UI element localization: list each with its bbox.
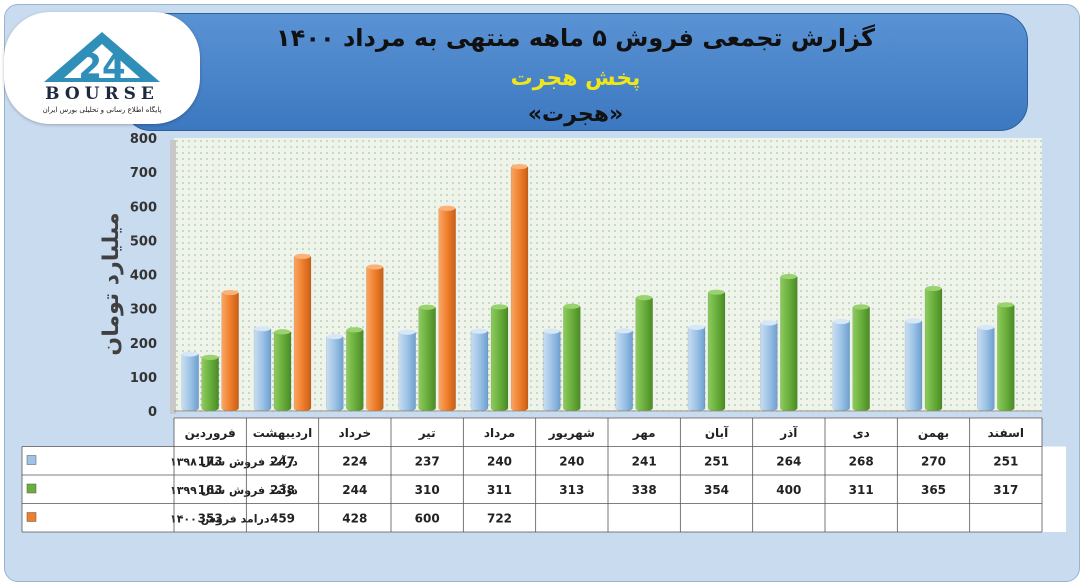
- data-label-2-8: 354: [704, 483, 729, 497]
- bar-2-10: [852, 304, 870, 412]
- bar-2-5: [490, 304, 509, 412]
- data-label-1-4: 237: [415, 455, 440, 469]
- legend-entry-2: درآمد فروش سال ۱۳۹۹: [170, 483, 298, 497]
- data-label-1-1: 173: [198, 455, 223, 469]
- y-tick-label: 300: [130, 303, 157, 318]
- x-tick-label: مهر: [632, 426, 656, 440]
- data-label-1-7: 241: [632, 455, 657, 469]
- data-label-2-9: 400: [776, 483, 801, 497]
- bar-1-7: [615, 328, 633, 412]
- chart-subtitle: پخش هجرت: [510, 66, 641, 91]
- x-tick-label: آبان: [705, 425, 729, 440]
- plot-area: [174, 138, 1042, 412]
- data-label-3-3: 428: [342, 512, 367, 526]
- bar-3-5: [510, 164, 529, 412]
- chart-title: گزارش تجمعی فروش ۵ ماهه منتهی به مرداد ۱…: [276, 24, 875, 52]
- bar-2-12: [997, 302, 1015, 412]
- bar-2-9: [780, 273, 798, 412]
- x-tick-label: بهمن: [918, 426, 949, 440]
- data-label-3-5: 722: [487, 512, 512, 526]
- data-label-1-12: 251: [993, 455, 1018, 469]
- x-tick-label: اردیبهشت: [253, 426, 312, 440]
- data-label-1-8: 251: [704, 455, 729, 469]
- y-tick-label: 200: [130, 337, 157, 352]
- bar-1-11: [904, 318, 923, 412]
- data-label-1-10: 268: [849, 455, 874, 469]
- data-label-2-12: 317: [993, 483, 1018, 497]
- data-label-2-5: 311: [487, 483, 512, 497]
- x-tick-label: تیر: [418, 426, 436, 440]
- legend-swatch-3: [26, 512, 37, 522]
- bar-2-11: [924, 285, 943, 412]
- bar-3-3: [366, 264, 384, 412]
- bar-1-2: [253, 326, 272, 412]
- data-label-1-5: 240: [487, 455, 512, 469]
- logo-mark-icon: 24: [44, 32, 160, 87]
- data-label-2-10: 311: [849, 483, 874, 497]
- x-tick-label: مرداد: [484, 426, 515, 440]
- bar-2-7: [635, 295, 653, 412]
- company-name: «هجرت»: [527, 102, 624, 127]
- y-tick-label: 400: [130, 269, 157, 284]
- y-tick-label: 600: [130, 200, 157, 215]
- x-tick-label: شهریور: [548, 426, 595, 441]
- data-label-2-2: 238: [270, 483, 295, 497]
- bar-1-4: [398, 329, 416, 412]
- bar-2-1: [201, 354, 219, 412]
- data-label-1-9: 264: [776, 455, 801, 469]
- bar-1-9: [760, 320, 778, 412]
- bar-1-1: [181, 351, 199, 412]
- data-label-3-2: 459: [270, 512, 295, 526]
- y-tick-label: 500: [130, 234, 157, 249]
- y-tick-label: 700: [130, 166, 157, 181]
- data-label-1-11: 270: [921, 455, 946, 469]
- bar-2-8: [707, 289, 726, 412]
- data-label-1-3: 224: [342, 455, 367, 469]
- y-tick-label: 100: [130, 371, 157, 386]
- y-tick-label: 800: [130, 132, 157, 147]
- y-tick-label: 0: [148, 405, 157, 420]
- legend-entry-3: درامد فروش ۱۴۰۰: [170, 513, 270, 526]
- title-banner: گزارش تجمعی فروش ۵ ماهه منتهی به مرداد ۱…: [123, 13, 1028, 131]
- table-body: [22, 446, 1066, 532]
- bourse24-logo: 24 BOURSE پایگاه اطلاع رسانی و تحلیلی بو…: [4, 12, 200, 124]
- bar-2-6: [563, 303, 581, 412]
- data-label-2-1: 163: [198, 483, 223, 497]
- legend-swatch-2: [26, 483, 37, 494]
- x-tick-label: آذر: [779, 425, 798, 440]
- y-axis-label: میلیارد تومان: [99, 212, 124, 355]
- data-label-2-11: 365: [921, 483, 946, 497]
- bar-1-3: [326, 333, 344, 412]
- data-label-3-4: 600: [415, 512, 440, 526]
- x-tick-label: اسفند: [988, 426, 1024, 440]
- bar-2-4: [418, 304, 436, 412]
- data-label-2-7: 338: [632, 483, 657, 497]
- x-tick-label: فروردین: [185, 426, 236, 441]
- bar-2-2: [273, 329, 292, 412]
- x-tick-label: خرداد: [339, 426, 372, 440]
- logo-tagline: پایگاه اطلاع رسانی و تحلیلی بورس ایران: [42, 106, 162, 114]
- bar-1-6: [543, 328, 561, 412]
- data-label-1-6: 240: [559, 455, 584, 469]
- x-tick-label: دی: [853, 426, 870, 440]
- bar-1-8: [687, 324, 706, 412]
- plot-depth-wall: [170, 140, 176, 414]
- data-label-2-4: 310: [415, 483, 440, 497]
- bar-1-10: [832, 318, 850, 412]
- bar-3-1: [221, 289, 239, 412]
- bar-3-4: [438, 205, 456, 412]
- legend-entry-1: درآمد فروش سال ۱۳۹۸: [170, 455, 298, 469]
- bar-1-5: [470, 328, 489, 412]
- bar-2-3: [346, 327, 364, 412]
- data-label-1-2: 247: [270, 455, 295, 469]
- svg-text:24: 24: [78, 47, 125, 87]
- logo-wordmark: BOURSE: [45, 84, 159, 104]
- bar-1-12: [977, 324, 995, 412]
- data-label-3-1: 353: [198, 512, 223, 526]
- legend-swatch-1: [26, 455, 37, 465]
- data-label-2-3: 244: [342, 483, 367, 497]
- bar-3-2: [293, 253, 312, 412]
- data-label-2-6: 313: [559, 483, 584, 497]
